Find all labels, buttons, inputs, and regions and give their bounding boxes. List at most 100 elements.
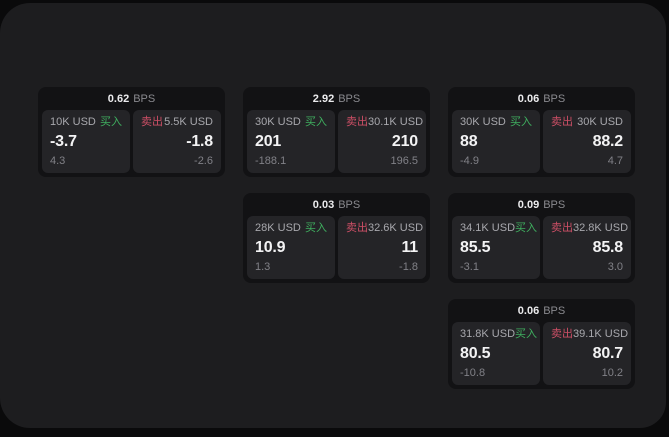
sell-panel-header: 卖出 30.1K USD (346, 116, 423, 129)
buy-amount: 30K USD (460, 116, 506, 128)
card-header: 0.62 BPS (38, 87, 225, 110)
buy-sell-row: 30K USD 买入 201 -188.1 卖出 30.1K USD 210 1… (243, 110, 430, 177)
bps-unit: BPS (338, 92, 361, 105)
bps-value: 0.06 (517, 92, 540, 105)
buy-panel-header: 30K USD 买入 (255, 116, 327, 129)
buy-price: 88 (460, 133, 478, 150)
sell-label: 卖出 (551, 222, 573, 234)
bps-value: 2.92 (312, 92, 335, 105)
buy-delta: -4.9 (460, 155, 479, 167)
card-header: 2.92 BPS (243, 87, 430, 110)
buy-label: 买入 (515, 222, 538, 234)
sell-panel[interactable]: 卖出 30K USD 88.2 4.7 (543, 110, 631, 173)
sell-panel-header: 卖出 39.1K USD (551, 328, 628, 341)
buy-panel[interactable]: 30K USD 买入 201 -188.1 (247, 110, 335, 173)
buy-panel[interactable]: 31.8K USD 买入 80.5 -10.8 (452, 322, 540, 385)
buy-label: 买入 (305, 222, 327, 234)
sell-delta: 196.5 (390, 155, 418, 167)
app-panel: 0.62 BPS 10K USD 买入 -3.7 4.3 卖出 5.5K USD (0, 3, 666, 428)
sell-delta: 3.0 (607, 261, 623, 273)
buy-amount: 34.1K USD (460, 222, 516, 234)
buy-sell-row: 30K USD 买入 88 -4.9 卖出 30K USD 88.2 4.7 (448, 110, 635, 177)
sell-panel[interactable]: 卖出 39.1K USD 80.7 10.2 (543, 322, 631, 385)
quote-card: 0.03 BPS 28K USD 买入 10.9 1.3 卖出 32.6K US… (243, 193, 430, 283)
quote-cards-grid: 0.62 BPS 10K USD 买入 -3.7 4.3 卖出 5.5K USD (38, 87, 635, 389)
sell-label: 卖出 (346, 222, 368, 234)
bps-value: 0.09 (517, 198, 540, 211)
sell-label: 卖出 (551, 116, 573, 128)
sell-label: 卖出 (346, 116, 368, 128)
sell-panel-header: 卖出 32.6K USD (346, 222, 423, 235)
quote-card: 2.92 BPS 30K USD 买入 201 -188.1 卖出 30.1K … (243, 87, 430, 177)
buy-panel[interactable]: 10K USD 买入 -3.7 4.3 (42, 110, 130, 173)
buy-delta: 4.3 (50, 155, 66, 167)
buy-delta: 1.3 (255, 261, 271, 273)
buy-panel-header: 34.1K USD 买入 (460, 222, 537, 235)
buy-sell-row: 28K USD 买入 10.9 1.3 卖出 32.6K USD 11 -1.8 (243, 216, 430, 283)
buy-panel-header: 10K USD 买入 (50, 116, 122, 129)
buy-price: 80.5 (460, 345, 491, 362)
buy-price: 10.9 (255, 239, 286, 256)
sell-label: 卖出 (141, 116, 163, 128)
bps-unit: BPS (543, 304, 566, 317)
bps-unit: BPS (543, 198, 566, 211)
buy-label: 买入 (515, 328, 538, 340)
sell-amount: 39.1K USD (573, 328, 629, 340)
bps-value: 0.62 (107, 92, 130, 105)
bps-unit: BPS (543, 92, 566, 105)
sell-panel-header: 卖出 32.8K USD (551, 222, 628, 235)
sell-panel[interactable]: 卖出 32.8K USD 85.8 3.0 (543, 216, 631, 279)
sell-panel[interactable]: 卖出 30.1K USD 210 196.5 (338, 110, 426, 173)
card-header: 0.06 BPS (448, 87, 635, 110)
sell-price: 88.2 (592, 133, 624, 150)
buy-amount: 31.8K USD (460, 328, 516, 340)
buy-sell-row: 10K USD 买入 -3.7 4.3 卖出 5.5K USD -1.8 -2.… (38, 110, 225, 177)
sell-label: 卖出 (551, 328, 573, 340)
sell-delta: 10.2 (601, 367, 623, 379)
bps-unit: BPS (133, 92, 156, 105)
card-header: 0.06 BPS (448, 299, 635, 322)
sell-price: 85.8 (592, 239, 624, 256)
sell-delta: -2.6 (194, 155, 213, 167)
buy-panel-header: 28K USD 买入 (255, 222, 327, 235)
sell-amount: 32.8K USD (573, 222, 629, 234)
quote-card: 0.06 BPS 31.8K USD 买入 80.5 -10.8 卖出 39.1… (448, 299, 635, 389)
bps-value: 0.06 (517, 304, 540, 317)
card-header: 0.03 BPS (243, 193, 430, 216)
buy-label: 买入 (510, 116, 532, 128)
card-header: 0.09 BPS (448, 193, 635, 216)
buy-panel[interactable]: 28K USD 买入 10.9 1.3 (247, 216, 335, 279)
sell-panel-header: 卖出 5.5K USD (141, 116, 213, 129)
buy-label: 买入 (305, 116, 327, 128)
buy-sell-row: 34.1K USD 买入 85.5 -3.1 卖出 32.8K USD 85.8… (448, 216, 635, 283)
sell-price: 11 (401, 239, 418, 256)
sell-price: 80.7 (592, 345, 624, 362)
sell-delta: -1.8 (399, 261, 418, 273)
buy-panel[interactable]: 30K USD 买入 88 -4.9 (452, 110, 540, 173)
buy-price: 85.5 (460, 239, 491, 256)
sell-panel[interactable]: 卖出 32.6K USD 11 -1.8 (338, 216, 426, 279)
quote-card: 0.06 BPS 30K USD 买入 88 -4.9 卖出 30K USD (448, 87, 635, 177)
quote-card: 0.09 BPS 34.1K USD 买入 85.5 -3.1 卖出 32.8K… (448, 193, 635, 283)
buy-price: 201 (255, 133, 282, 150)
buy-price: -3.7 (50, 133, 77, 150)
buy-panel-header: 31.8K USD 买入 (460, 328, 537, 341)
quote-card: 0.62 BPS 10K USD 买入 -3.7 4.3 卖出 5.5K USD (38, 87, 225, 177)
sell-price: 210 (391, 133, 418, 150)
sell-amount: 30.1K USD (368, 116, 424, 128)
buy-amount: 28K USD (255, 222, 301, 234)
sell-price: -1.8 (186, 133, 213, 150)
sell-delta: 4.7 (607, 155, 623, 167)
buy-sell-row: 31.8K USD 买入 80.5 -10.8 卖出 39.1K USD 80.… (448, 322, 635, 389)
buy-panel[interactable]: 34.1K USD 买入 85.5 -3.1 (452, 216, 540, 279)
buy-delta: -188.1 (255, 155, 287, 167)
sell-panel[interactable]: 卖出 5.5K USD -1.8 -2.6 (133, 110, 221, 173)
sell-amount: 30K USD (577, 116, 623, 128)
buy-delta: -10.8 (460, 367, 486, 379)
buy-panel-header: 30K USD 买入 (460, 116, 532, 129)
buy-amount: 30K USD (255, 116, 301, 128)
buy-delta: -3.1 (460, 261, 479, 273)
sell-panel-header: 卖出 30K USD (551, 116, 623, 129)
sell-amount: 32.6K USD (368, 222, 424, 234)
buy-label: 买入 (100, 116, 122, 128)
